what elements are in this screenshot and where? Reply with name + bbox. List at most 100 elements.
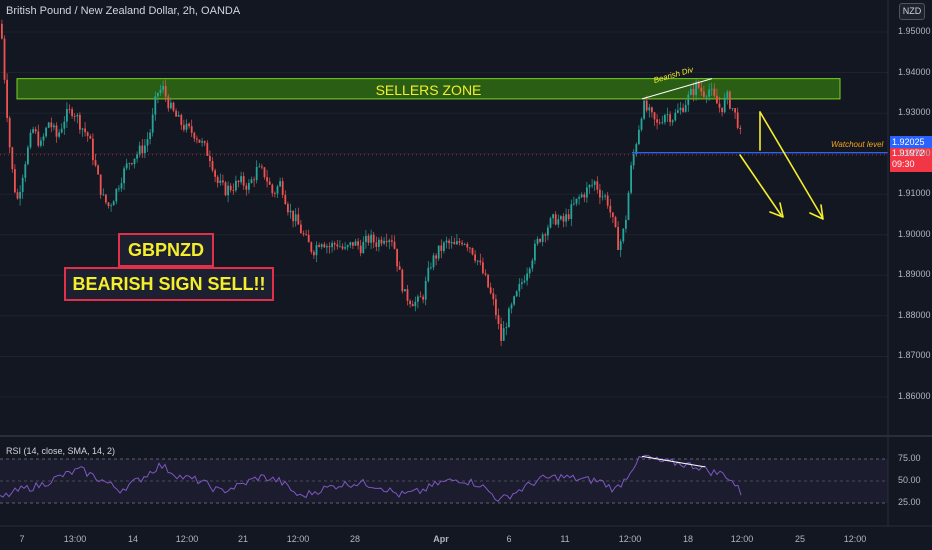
candle-body: [437, 245, 440, 259]
candle-body: [115, 188, 118, 202]
candle-body: [614, 217, 617, 227]
candle-body: [352, 242, 354, 246]
candle-body: [713, 88, 716, 96]
candle-body: [55, 125, 58, 137]
candle-body: [726, 91, 729, 98]
grid-lines: [0, 31, 888, 398]
candle-body: [684, 104, 687, 112]
candle-body: [627, 192, 630, 220]
current-price-tag: 1.91972 09:30: [890, 148, 932, 172]
candle-body: [232, 190, 235, 191]
candle-body: [651, 107, 653, 113]
price-tick-label: 1.89000: [898, 269, 931, 280]
candle-body: [419, 296, 422, 298]
candle-body: [391, 240, 393, 242]
candle-body: [541, 234, 544, 242]
candle-body: [149, 132, 151, 140]
candle-body: [3, 38, 6, 80]
currency-badge[interactable]: NZD: [899, 3, 925, 20]
forecast-arrow-short: [739, 154, 782, 216]
candle-body: [164, 86, 167, 97]
candle-body: [365, 235, 367, 242]
candle-body: [60, 128, 63, 133]
candle-body: [42, 136, 45, 141]
price-tick-label: 1.93000: [898, 107, 931, 118]
candle-body: [227, 185, 229, 196]
candle-body: [721, 107, 723, 113]
candle-body: [531, 260, 534, 269]
candle-body: [630, 165, 632, 193]
rsi-indicator-label[interactable]: RSI (14, close, SMA, 14, 2): [6, 446, 116, 456]
candle-body: [697, 81, 700, 88]
candle-body: [526, 273, 528, 281]
candle-body: [422, 296, 424, 300]
candle-body: [677, 110, 679, 113]
candle-body: [172, 102, 175, 111]
price-tick-label: 1.92000: [898, 147, 931, 158]
candle-body: [154, 96, 157, 115]
candle-body: [609, 205, 612, 213]
candle-body: [586, 187, 588, 198]
price-tick-label: 1.91000: [898, 188, 931, 199]
candle-body: [645, 100, 648, 111]
candle-body: [300, 224, 302, 234]
candle-body: [430, 267, 432, 269]
candle-body: [170, 102, 172, 109]
candle-body: [112, 201, 115, 206]
candle-body: [596, 181, 599, 190]
candle-body: [372, 234, 375, 243]
candle-body: [162, 86, 164, 90]
candle-body: [58, 132, 60, 137]
sellers-zone-label: SELLERS ZONE: [375, 82, 482, 98]
candle-body: [224, 182, 227, 196]
time-tick-label: 18: [682, 534, 694, 544]
candle-body: [53, 125, 55, 128]
candle-body: [315, 245, 318, 256]
candle-body: [396, 248, 398, 267]
candle-body: [263, 167, 266, 178]
candle-body: [736, 112, 739, 128]
candle-body: [552, 214, 554, 219]
candle-body: [578, 197, 580, 199]
candle-body: [305, 234, 307, 236]
candle-body: [11, 147, 14, 170]
candle-body: [432, 255, 435, 268]
candle-body: [310, 242, 313, 252]
candle-body: [378, 239, 380, 247]
candle-body: [427, 267, 430, 281]
candle-body: [94, 160, 97, 166]
candle-body: [120, 183, 123, 189]
candle-body: [424, 280, 427, 300]
candle-body: [185, 123, 188, 130]
candle-body: [128, 163, 131, 164]
candle-body: [268, 181, 271, 185]
candle-body: [580, 194, 583, 198]
price-tick-label: 1.94000: [898, 66, 931, 77]
candle-body: [479, 260, 482, 263]
candle-body: [34, 129, 37, 132]
candle-body: [16, 192, 19, 199]
candle-body: [515, 291, 518, 297]
candle-body: [229, 185, 232, 191]
candle-body: [294, 214, 297, 222]
candle-body: [557, 219, 560, 225]
candle-body: [679, 107, 682, 111]
candle-body: [565, 214, 567, 222]
candle-body: [177, 114, 180, 117]
candle-body: [219, 180, 222, 183]
candle-body: [68, 109, 71, 110]
candle-body: [682, 107, 684, 112]
time-tick-label: 12:00: [618, 534, 642, 544]
candle-body: [739, 127, 742, 129]
candle-body: [123, 168, 125, 184]
candle-body: [37, 131, 40, 146]
candle-body: [339, 246, 341, 248]
watchout-level-label: Watchout level: [831, 140, 884, 149]
candle-body: [240, 176, 242, 183]
candle-body: [445, 240, 448, 243]
candle-body: [534, 243, 536, 261]
candle-body: [466, 243, 469, 248]
candle-body: [99, 174, 102, 195]
candle-body: [138, 145, 141, 155]
